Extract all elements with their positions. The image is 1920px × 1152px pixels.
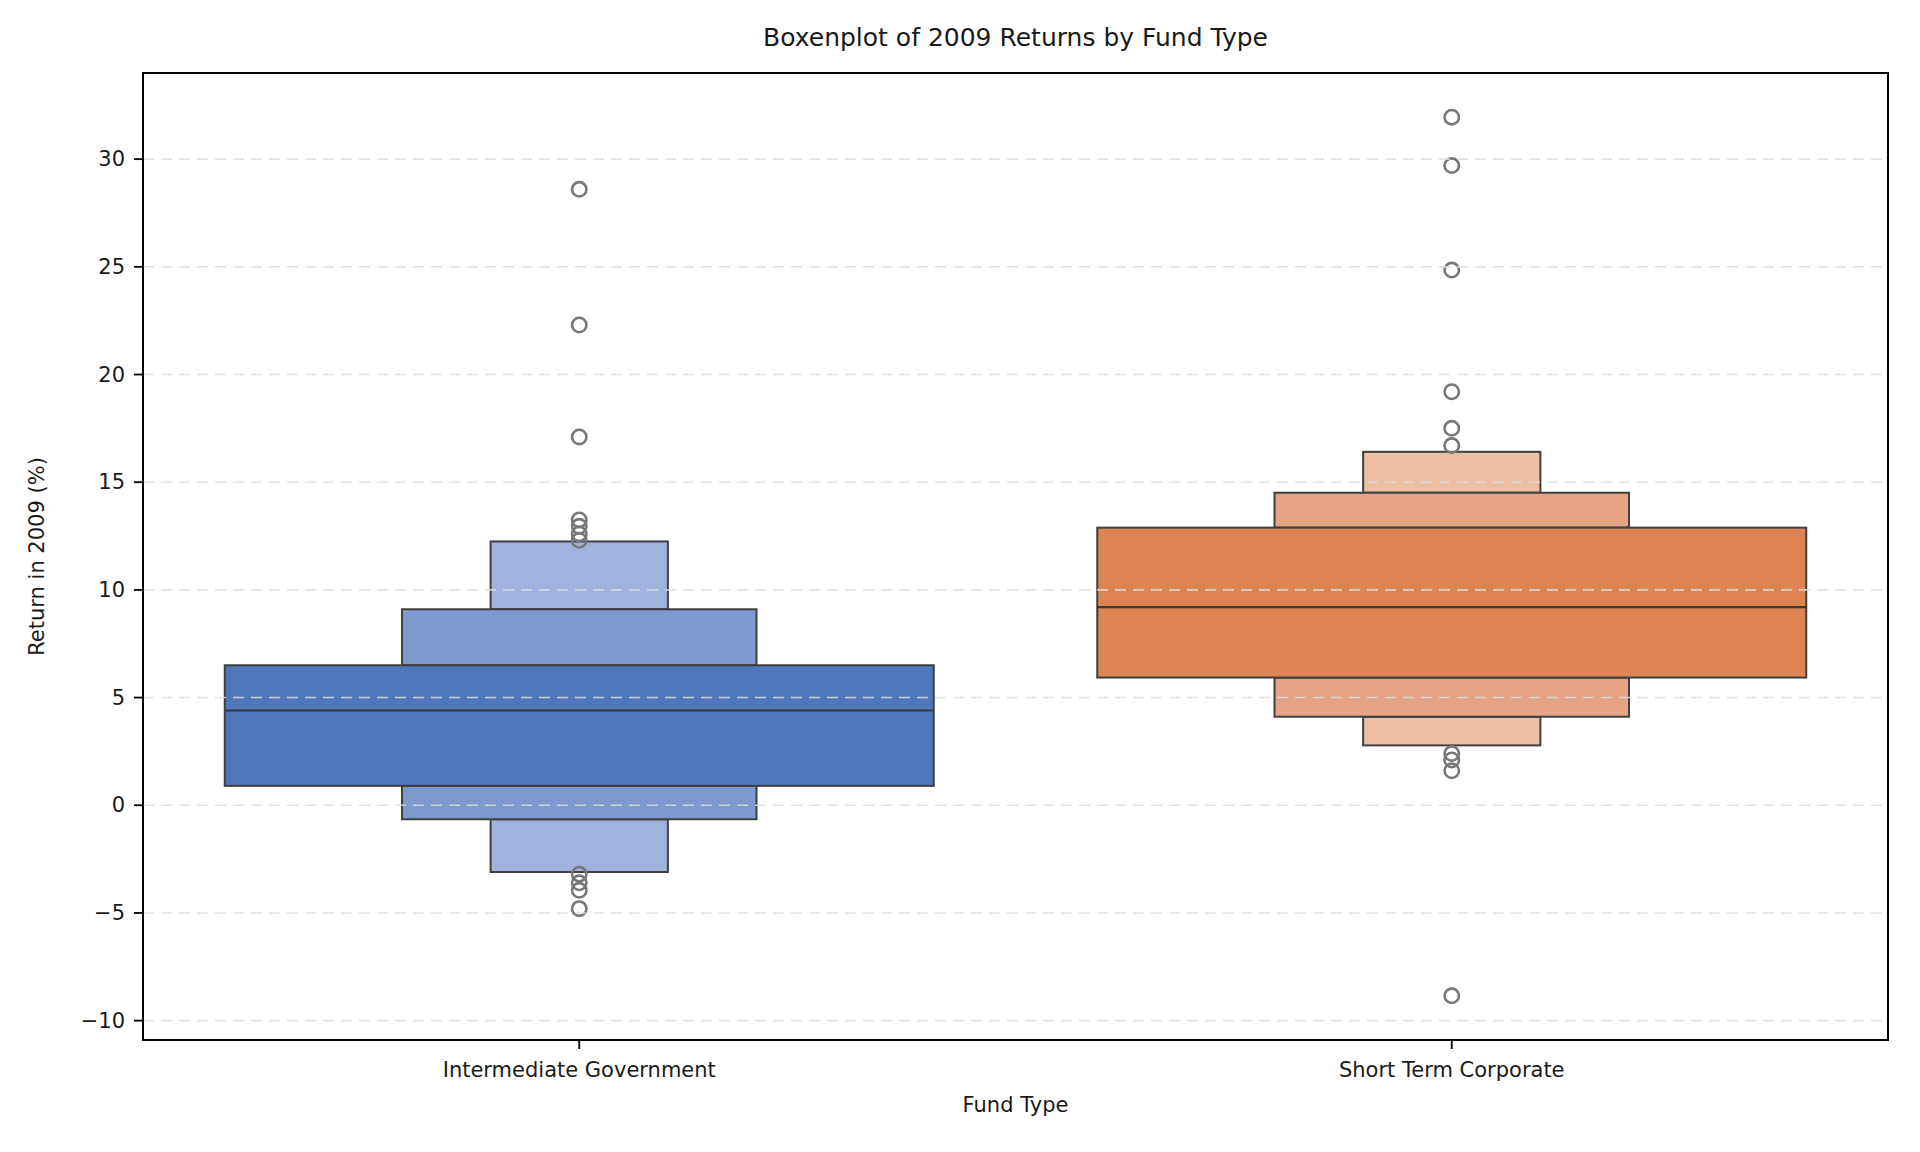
outlier-point <box>1445 385 1459 399</box>
outlier-point <box>1445 158 1459 172</box>
y-tick-label: −5 <box>94 901 125 925</box>
x-tick-label: Short Term Corporate <box>1339 1058 1565 1082</box>
outlier-point <box>572 430 586 444</box>
boxen-level-inner <box>225 665 934 786</box>
y-axis-label: Return in 2009 (%) <box>25 457 49 656</box>
boxen-level-upper <box>1363 452 1540 493</box>
y-tick-label: 25 <box>98 255 125 279</box>
x-tick-label: Intermediate Government <box>443 1058 716 1082</box>
outlier-point <box>1445 421 1459 435</box>
y-tick-label: 0 <box>112 793 125 817</box>
boxen-level-upper <box>1275 493 1630 528</box>
outlier-point <box>1445 989 1459 1003</box>
y-tick-label: 15 <box>98 470 125 494</box>
outlier-point <box>572 318 586 332</box>
y-tick-label: 5 <box>112 686 125 710</box>
boxen-level-lower <box>491 819 668 872</box>
y-tick-label: −10 <box>81 1009 125 1033</box>
boxen-level-lower <box>402 786 757 819</box>
outlier-point <box>1445 110 1459 124</box>
y-tick-label: 20 <box>98 363 125 387</box>
boxen-level-lower <box>1363 717 1540 746</box>
outlier-point <box>1445 263 1459 277</box>
outlier-point <box>1445 438 1459 452</box>
x-axis-label: Fund Type <box>963 1093 1069 1117</box>
boxenplot-canvas: −10 −5 0 5 10 15 20 25 30 Intermediate Government… <box>0 0 1920 1152</box>
y-tick-label: 10 <box>98 578 125 602</box>
chart-title: Boxenplot of 2009 Returns by Fund Type <box>763 23 1268 52</box>
boxen-level-upper <box>491 541 668 609</box>
outlier-point <box>1445 764 1459 778</box>
boxen-level-inner <box>1097 528 1806 678</box>
y-tick-label: 30 <box>98 147 125 171</box>
boxen-level-upper <box>402 609 757 665</box>
boxenplot-figure: −10 −5 0 5 10 15 20 25 30 Intermediate Government… <box>0 0 1920 1152</box>
outlier-point <box>572 182 586 196</box>
